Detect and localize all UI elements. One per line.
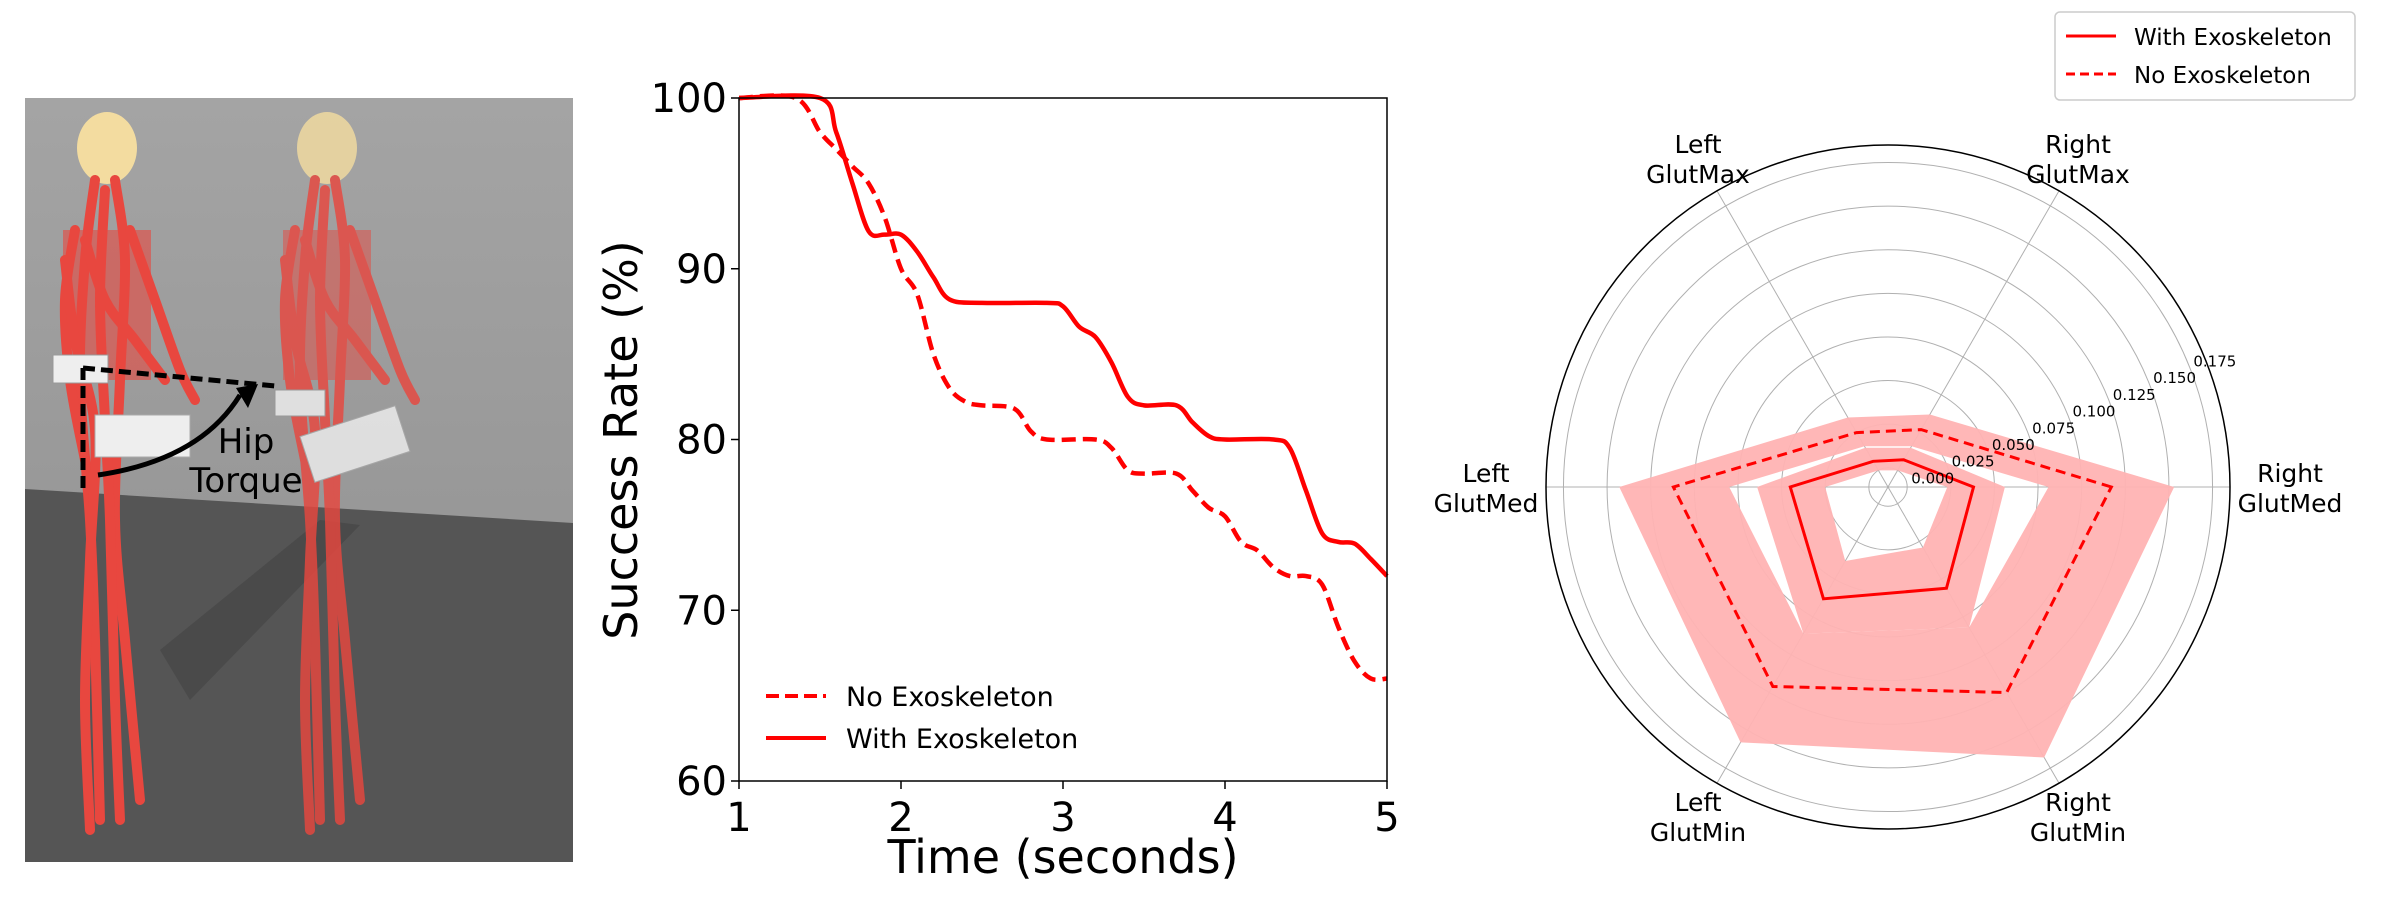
skull — [297, 112, 357, 184]
category-label: Left — [1674, 130, 1721, 159]
exoskeleton-motor — [274, 389, 326, 417]
legend-label-with-exo: With Exoskeleton — [2134, 25, 2332, 51]
series-line-with-exoskeleton — [1788, 458, 1976, 601]
y-tick-label: 70 — [676, 588, 727, 634]
category-label: Left — [1462, 459, 1509, 488]
hip-torque-annotation: Hip Torque — [80, 365, 303, 501]
category-label: GlutMed — [1434, 489, 1539, 518]
y-tick-label: 60 — [676, 759, 727, 805]
exoskeleton-thigh-cuff — [94, 414, 191, 458]
series-line-with-exoskeleton — [738, 93, 1389, 578]
std-band-no-exoskeleton — [1619, 414, 2175, 758]
category-label: GlutMax — [2026, 160, 2130, 189]
torque-arrow — [97, 393, 243, 478]
radial-tick-label: 0.175 — [2193, 353, 2236, 371]
legend-label-no-exo: No Exoskeleton — [846, 682, 1054, 713]
muscle-strand — [294, 175, 325, 825]
rotated-dashed-line — [82, 365, 276, 389]
category-label: Right — [2045, 788, 2111, 817]
x-tick-label: 2 — [888, 795, 913, 841]
radar-outer-frame — [1545, 144, 2231, 830]
hip-torque-label-line1: Hip — [218, 422, 275, 462]
y-axis-label: Success Rate (%) — [594, 240, 648, 640]
line-chart-legend: No Exoskeleton With Exoskeleton — [766, 682, 1078, 755]
hip-torque-label-line2: Torque — [188, 461, 302, 501]
category-label: Right — [2257, 459, 2323, 488]
muscle-strand — [300, 235, 390, 385]
muscle-strand — [345, 225, 420, 405]
floor — [25, 489, 573, 862]
muscle-strand — [280, 255, 321, 835]
musculoskeletal-illustration: Hip Torque — [25, 98, 573, 862]
skull — [77, 112, 137, 184]
skeleton-figure-with-exoskeleton — [52, 112, 200, 835]
y-tick-label: 90 — [676, 247, 727, 293]
exoskeleton-thigh-cuff — [299, 405, 411, 483]
torso-muscles — [283, 230, 371, 380]
radial-tick-label: 0.025 — [1952, 453, 1995, 471]
radial-tick-label: 0.125 — [2113, 386, 2156, 404]
muscle-activation-radar-chart: 0.0000.0250.0500.0750.1000.1250.1500.175… — [1434, 11, 2356, 847]
y-tick-label: 100 — [651, 76, 727, 122]
radial-tick-label: 0.075 — [2032, 419, 2075, 437]
radar-legend: With Exoskeleton No Exoskeleton — [2054, 11, 2356, 101]
muscle-strand — [314, 185, 345, 825]
category-label: Right — [2045, 130, 2111, 159]
legend-box — [2054, 11, 2356, 101]
category-label: GlutMed — [2238, 489, 2343, 518]
series-line-no-exoskeleton — [1671, 428, 2114, 695]
legend-label-no-exo: No Exoskeleton — [2134, 63, 2311, 89]
category-label: Left — [1674, 788, 1721, 817]
radial-tick-label: 0.050 — [1992, 436, 2035, 454]
radial-tick-label: 0.150 — [2153, 369, 2196, 387]
radial-tick-label: 0.100 — [2072, 403, 2115, 421]
category-label: GlutMax — [1646, 160, 1750, 189]
x-tick-label: 4 — [1212, 795, 1237, 841]
x-tick-label: 5 — [1374, 795, 1399, 841]
skeleton-figure-without-exoskeleton — [274, 112, 420, 835]
x-tick-label: 1 — [726, 795, 751, 841]
series-line-no-exoskeleton — [738, 93, 1388, 683]
y-tick-label: 80 — [676, 418, 727, 464]
x-tick-label: 3 — [1050, 795, 1075, 841]
arrow-head-icon — [236, 384, 258, 408]
x-axis-label: Time (seconds) — [886, 830, 1238, 884]
category-label: GlutMin — [1650, 818, 1746, 847]
radial-tick-label: 0.000 — [1911, 469, 1954, 487]
category-label: GlutMin — [2030, 818, 2126, 847]
success-rate-chart: 1 2 3 4 5 60 70 80 90 100 Time (seconds) Success … — [594, 76, 1400, 884]
legend-label-with-exo: With Exoskeleton — [846, 724, 1078, 755]
